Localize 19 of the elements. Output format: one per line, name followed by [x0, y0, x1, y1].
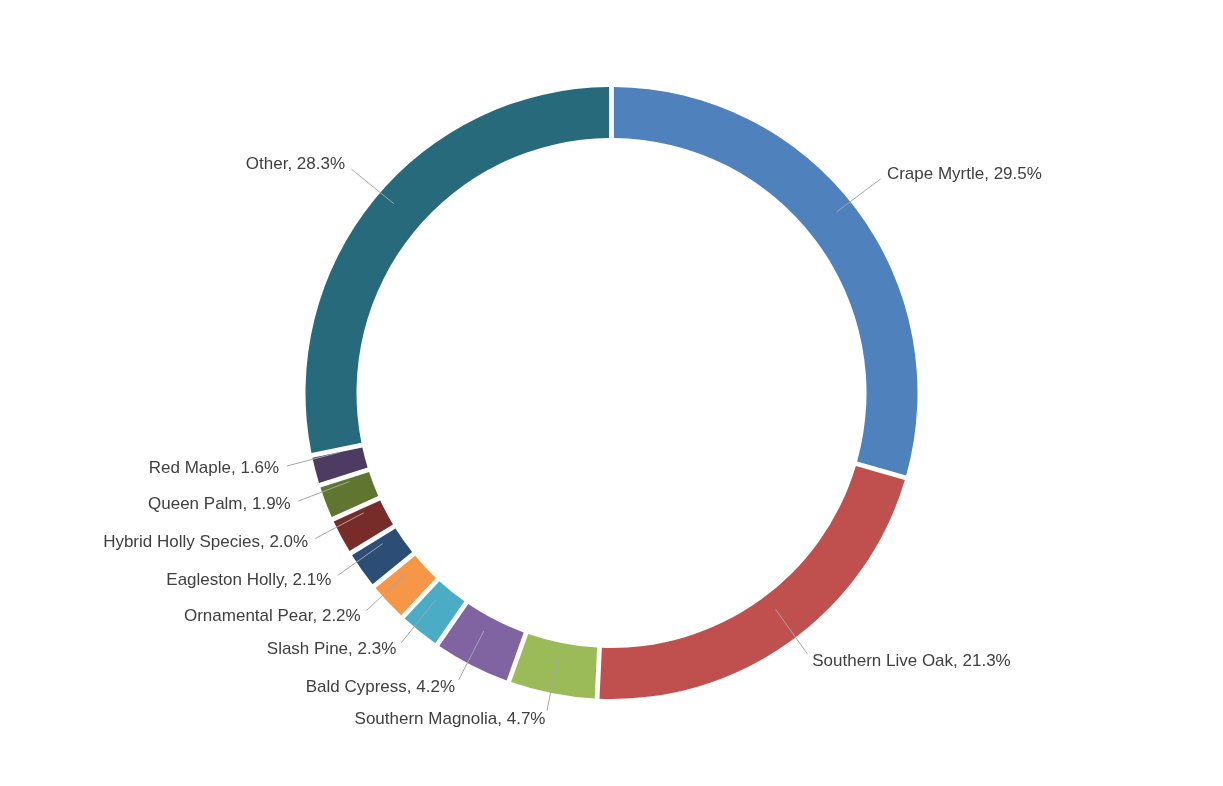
donut-slice [404, 581, 465, 644]
donut-slice [333, 500, 393, 552]
donut-slice [320, 472, 379, 518]
slice-label: Other, 28.3% [245, 154, 346, 173]
slice-label: Red Maple, 1.6% [148, 458, 280, 478]
slice-label: Slash Pine, 2.3% [266, 638, 397, 658]
donut-slice [312, 447, 368, 483]
slice-label: Queen Palm, 1.9% [148, 493, 291, 513]
slice-label: Southern Magnolia, 4.7% [354, 708, 546, 728]
slice-label: Bald Cypress, 4.2% [305, 677, 456, 697]
donut-slice [375, 555, 436, 616]
slice-label: Crape Myrtle, 29.5% [886, 164, 1042, 184]
slice-label: Southern Live Oak, 21.3% [812, 650, 1011, 670]
donut-slice [511, 634, 598, 699]
slice-label: Hybrid Holly Species, 2.0% [103, 532, 309, 552]
donut-slice [439, 603, 524, 681]
slice-label: Eagleston Holly, 2.1% [166, 569, 332, 589]
slice-label: Ornamental Pear, 2.2% [183, 605, 361, 625]
donut-slice [352, 528, 413, 585]
